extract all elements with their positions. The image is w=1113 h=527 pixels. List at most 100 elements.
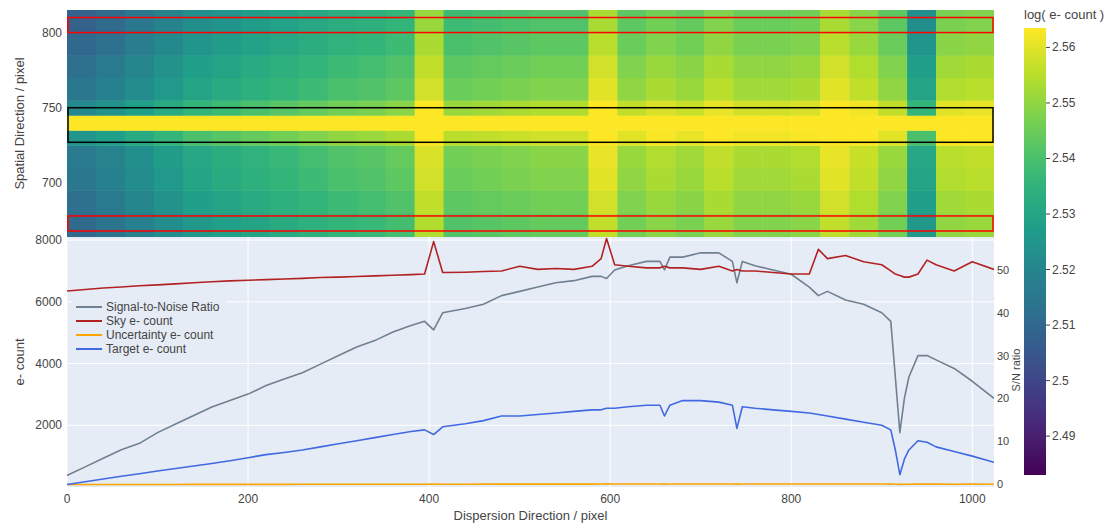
heatmap-cell	[502, 78, 531, 101]
heatmap-cell	[96, 168, 125, 191]
heatmap-cell	[154, 168, 183, 191]
heatmap-cell	[559, 115, 588, 131]
heatmap-cell	[559, 33, 588, 56]
heatmap-cell	[328, 130, 357, 146]
heatmap-cell	[762, 145, 791, 168]
heatmap-cell	[791, 55, 820, 78]
heatmap-cell	[878, 190, 907, 213]
heatmap-cell	[154, 55, 183, 78]
heatmap-cell	[328, 145, 357, 168]
heatmap-cell	[444, 168, 473, 191]
heatmap-cell	[965, 190, 994, 213]
heatmap-cell	[762, 33, 791, 56]
heatmap-cell	[878, 145, 907, 168]
heatmap-cell	[415, 78, 444, 101]
heatmap-cell	[588, 115, 617, 131]
heatmap-cell	[907, 190, 936, 213]
heatmap-cell	[270, 130, 299, 146]
heatmap-cell	[965, 145, 994, 168]
heatmap-cell	[762, 10, 791, 33]
heatmap-cell	[878, 168, 907, 191]
heatmap-cell	[96, 145, 125, 168]
heatmap-cell	[878, 33, 907, 56]
heatmap-cell	[965, 78, 994, 101]
heatmap-cell	[96, 130, 125, 146]
heatmap-cell	[646, 10, 675, 33]
heatmap-cell	[588, 168, 617, 191]
heatmap-cell	[733, 145, 762, 168]
heatmap-cell	[270, 55, 299, 78]
heatmap-cell	[183, 78, 212, 101]
heatmap-cell	[357, 33, 386, 56]
heatmap-cell	[849, 115, 878, 131]
heatmap-cell	[588, 33, 617, 56]
heatmap-cell	[125, 78, 154, 101]
heatmap-cell	[791, 33, 820, 56]
heatmap-cell	[502, 168, 531, 191]
heatmap-cell	[965, 168, 994, 191]
colorbar-tick	[1046, 436, 1050, 437]
tick-label: 2000	[35, 418, 62, 432]
axis-title: S/N ratio	[1010, 349, 1022, 392]
heatmap-cell	[820, 115, 849, 131]
heatmap-cell	[183, 115, 212, 131]
heatmap-cell	[386, 115, 415, 131]
heatmap-cell	[444, 55, 473, 78]
heatmap-cell	[646, 168, 675, 191]
heatmap-cell	[704, 168, 733, 191]
heatmap-cell	[357, 115, 386, 131]
tick-label: 50	[997, 264, 1009, 276]
aperture-region	[68, 18, 993, 33]
heatmap-cell	[473, 190, 502, 213]
heatmap-cell	[646, 190, 675, 213]
heatmap-cell	[386, 10, 415, 33]
heatmap-cell	[154, 33, 183, 56]
heatmap-cell	[328, 33, 357, 56]
colorbar-tick-label: 2.5	[1052, 374, 1069, 388]
heatmap-cell	[907, 115, 936, 131]
legend: Signal-to-Noise RatioSky e- countUncerta…	[72, 298, 226, 358]
tick-mark	[994, 355, 996, 356]
series-group	[67, 239, 994, 485]
heatmap-cell	[878, 10, 907, 33]
heatmap-cell	[559, 10, 588, 33]
heatmap-cell	[704, 130, 733, 146]
grid-line	[972, 237, 973, 487]
heatmap-cell	[559, 78, 588, 101]
heatmap-cell	[212, 33, 241, 56]
heatmap-cell	[299, 78, 328, 101]
heatmap-cell	[588, 190, 617, 213]
heatmap-cell	[270, 33, 299, 56]
heatmap-cell	[299, 33, 328, 56]
tick-label: 1000	[959, 492, 986, 506]
heatmap-cell	[154, 130, 183, 146]
heatmap-cell	[849, 190, 878, 213]
heatmap-cell	[270, 190, 299, 213]
heatmap-cell	[67, 168, 96, 191]
heatmap-cell	[646, 55, 675, 78]
heatmap-cell	[67, 33, 96, 56]
heatmap-cell	[936, 10, 965, 33]
heatmap-cell	[415, 55, 444, 78]
colorbar-title: log( e- count )	[1024, 7, 1104, 22]
heatmap-cell	[241, 130, 270, 146]
heatmap-cell	[791, 190, 820, 213]
heatmap-cell	[154, 78, 183, 101]
heatmap-cell	[96, 10, 125, 33]
tick-label: 4000	[35, 357, 62, 371]
heatmap-cell	[675, 190, 704, 213]
heatmap-cell	[357, 130, 386, 146]
heatmap-cell	[588, 55, 617, 78]
heatmap-cell	[675, 130, 704, 146]
heatmap-cell	[820, 130, 849, 146]
heatmap-cell	[212, 145, 241, 168]
colorbar-tick-label: 2.51	[1052, 318, 1076, 332]
tick-label: 600	[600, 492, 620, 506]
heatmap-cell	[328, 55, 357, 78]
tick-mark	[994, 441, 996, 442]
tick-label: 200	[238, 492, 258, 506]
heatmap-cell	[675, 55, 704, 78]
heatmap-cell	[502, 55, 531, 78]
heatmap-cell	[299, 130, 328, 146]
heatmap-cell	[559, 55, 588, 78]
